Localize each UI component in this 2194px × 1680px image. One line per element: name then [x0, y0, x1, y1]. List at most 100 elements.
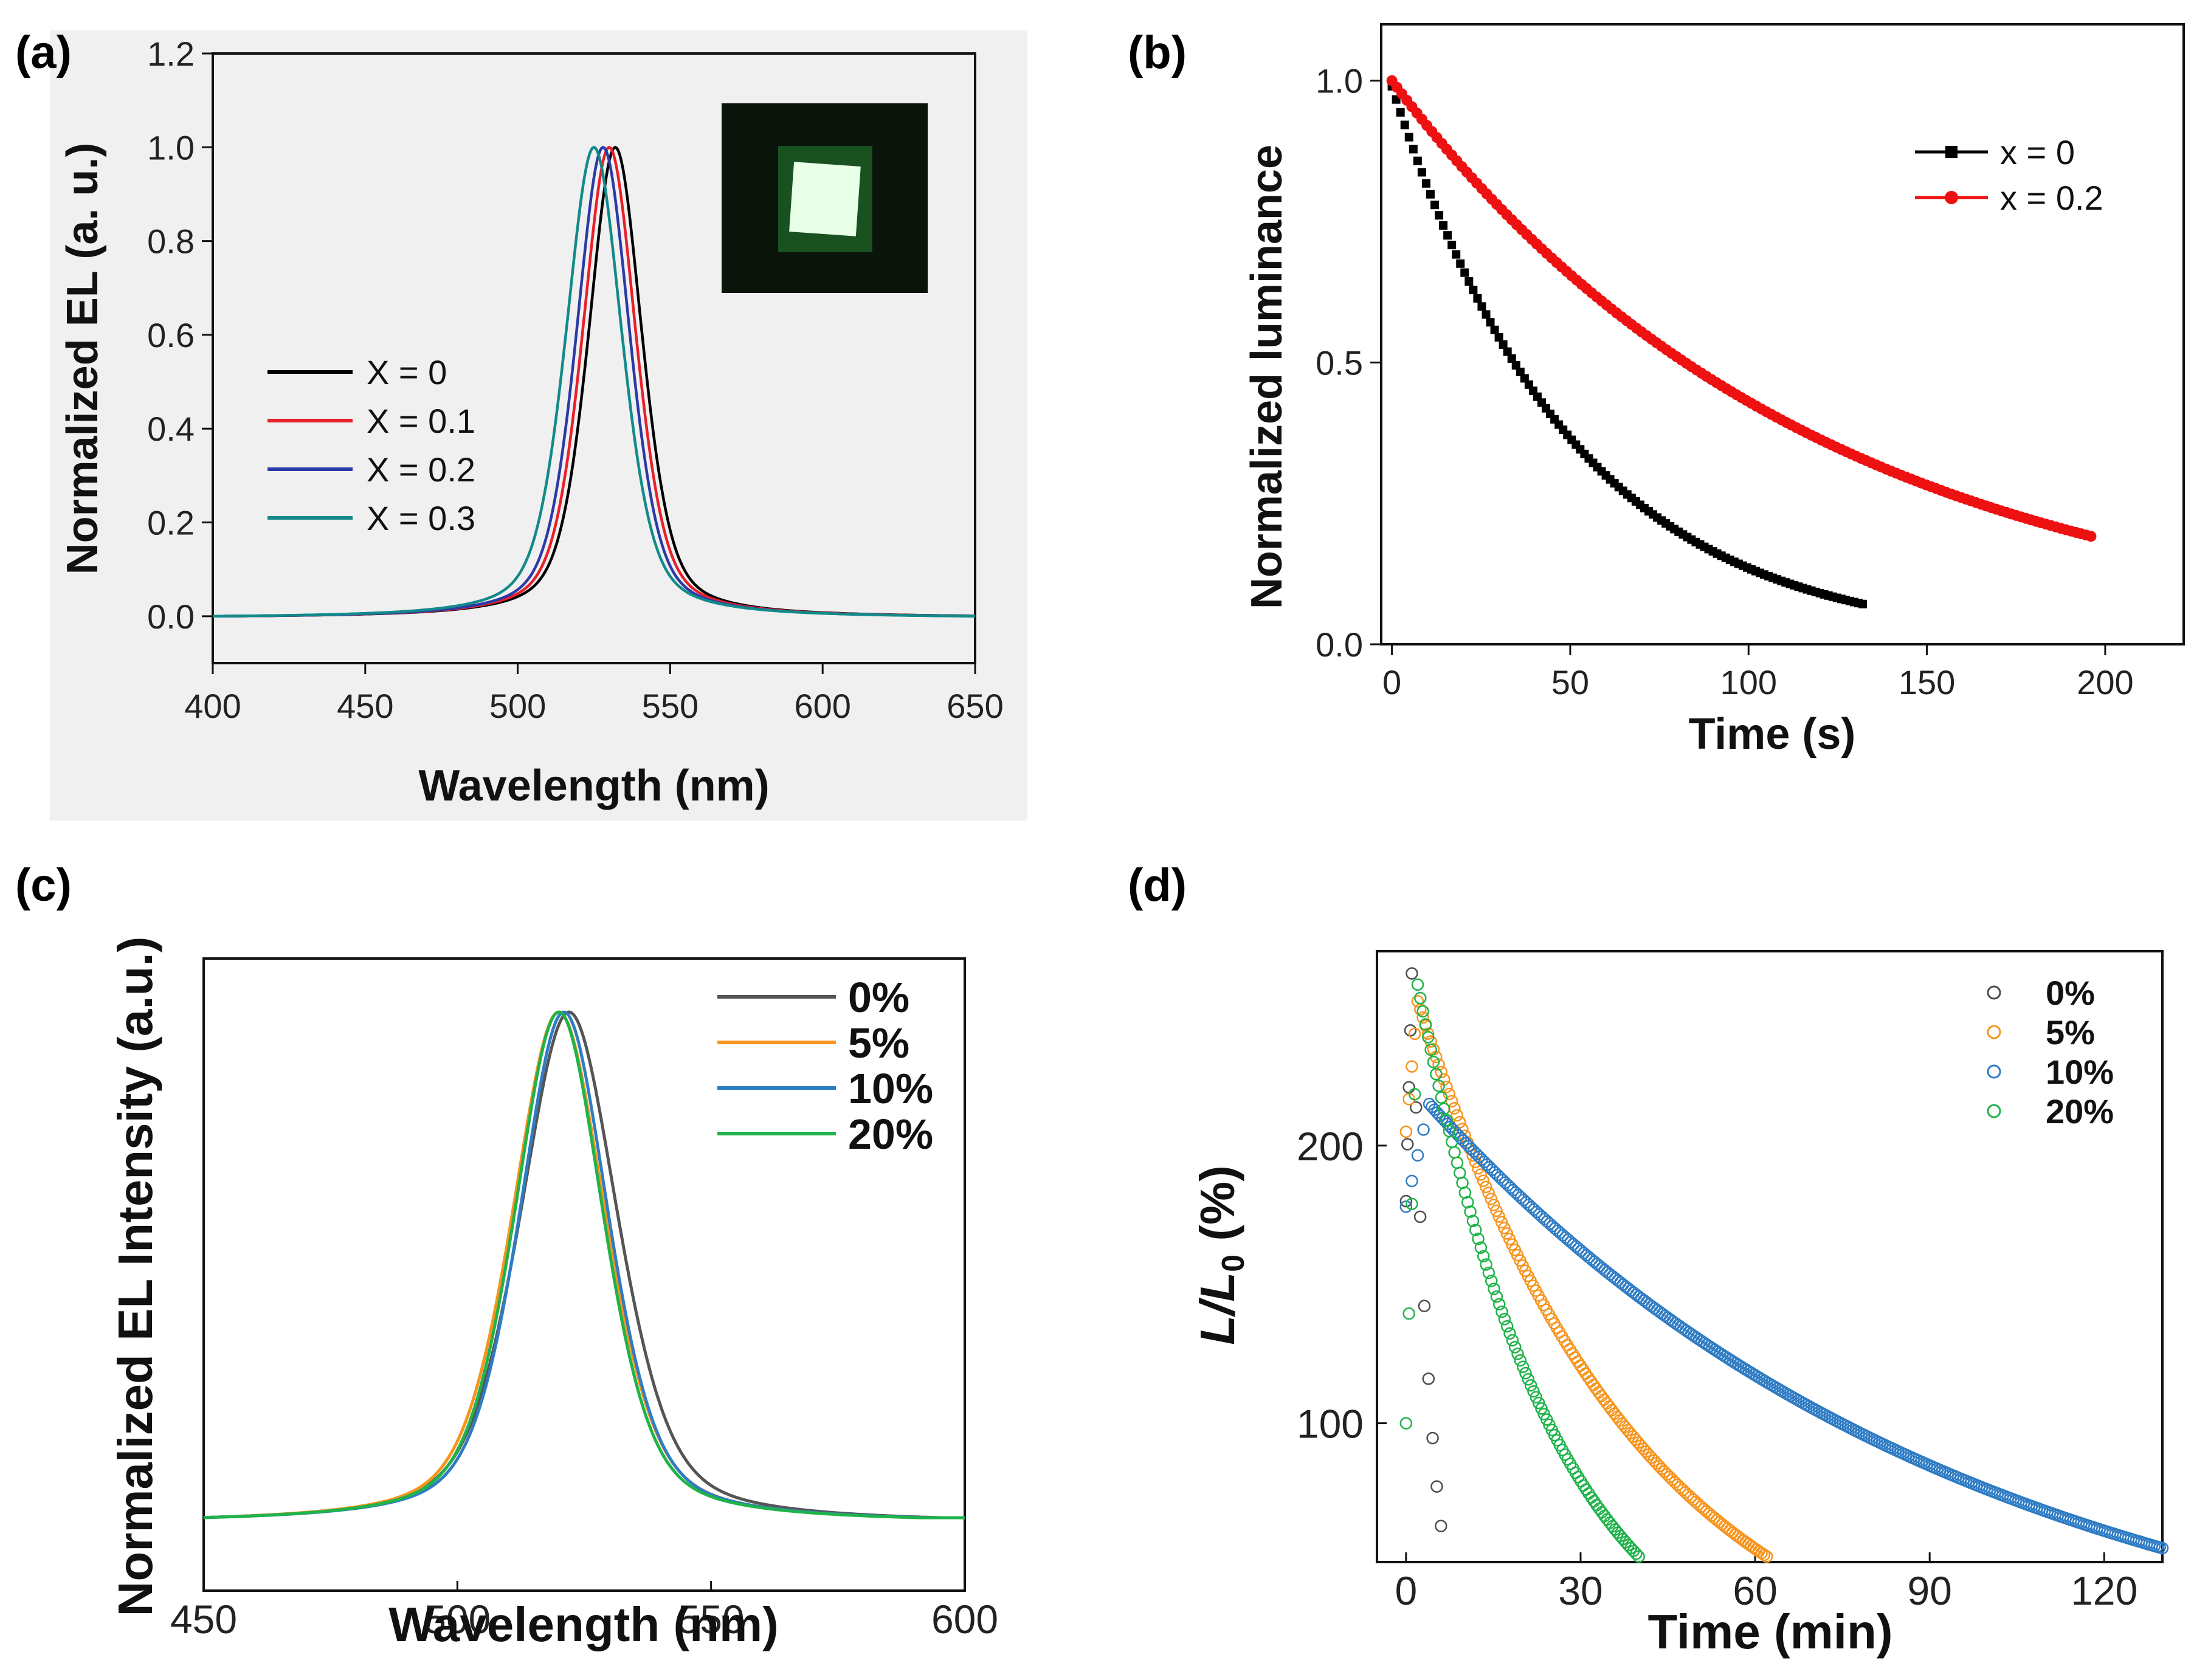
- data-point-1: [1487, 1199, 1500, 1211]
- data-point-3: [1438, 1103, 1451, 1115]
- data-point-0: [1430, 201, 1439, 210]
- data-point-3: [1593, 1502, 1606, 1515]
- panel-c-label: (c): [15, 859, 72, 911]
- data-point-0: [1410, 1101, 1423, 1114]
- legend-marker-1: [1987, 1025, 2001, 1039]
- data-point-3: [1488, 1282, 1500, 1295]
- data-point-3: [1446, 1135, 1458, 1148]
- data-point-0: [1421, 179, 1430, 188]
- legend-label-2: X = 0.2: [367, 450, 475, 489]
- data-point-3: [1422, 1031, 1435, 1044]
- data-point-1: [1408, 1027, 1421, 1041]
- data-point-1: [1490, 1204, 1503, 1217]
- data-point-2: [2156, 1541, 2169, 1555]
- data-point-0: [1486, 318, 1495, 327]
- y-tick-label: 1.2: [147, 35, 195, 73]
- y-tick-label: 0.5: [1316, 343, 1363, 382]
- data-point-3: [1514, 1354, 1527, 1367]
- data-point-0: [1452, 250, 1461, 259]
- chart-d-ticks: 0 30 60 90 120 100 200: [1297, 1124, 2137, 1613]
- data-point-0: [1406, 967, 1418, 980]
- chart-d-ylabel-text: L/L0 (%): [1190, 1165, 1251, 1345]
- data-point-0: [1473, 294, 1482, 303]
- data-point-3: [1498, 1312, 1511, 1326]
- y-tick-label: 1.0: [1316, 62, 1363, 100]
- data-point-0: [1460, 268, 1469, 277]
- chart-c: 450 500 550 600 0%5%10%20% Normalized EL In…: [108, 937, 998, 1651]
- chart-c-lines: [203, 1010, 965, 1520]
- chart-c-legend: 0%5%10%20%: [717, 974, 933, 1158]
- data-point-1: [1479, 1180, 1492, 1194]
- data-point-3: [1466, 1214, 1480, 1227]
- data-point-3: [1485, 1275, 1498, 1287]
- chart-d-ylabel-unit: (%): [1190, 1165, 1244, 1255]
- x-tick-label: 550: [642, 687, 699, 725]
- y-tick-label: 1.0: [147, 128, 195, 167]
- y-tick-label: 0.0: [1316, 625, 1363, 664]
- data-point-1: [1451, 1109, 1464, 1122]
- data-point-1: [1411, 994, 1424, 1008]
- data-point-3: [1451, 1156, 1464, 1169]
- x-tick-label: 450: [170, 1597, 237, 1642]
- data-point-3: [1408, 1088, 1421, 1101]
- chart-d-frame: [1376, 950, 2164, 1563]
- inset-photo: [722, 103, 928, 293]
- data-point-2: [1399, 1200, 1413, 1213]
- data-point-3: [1406, 1197, 1418, 1210]
- data-point-2: [1411, 1149, 1424, 1162]
- data-point-1: [1435, 1065, 1448, 1079]
- data-point-0: [1399, 1194, 1413, 1208]
- x-tick-label: 450: [337, 687, 393, 725]
- legend-label-2: 10%: [2046, 1053, 2114, 1091]
- chart-c-frame: [202, 957, 966, 1592]
- chart-b-points: [1386, 75, 2097, 608]
- data-point-0: [1490, 325, 1499, 334]
- x-tick-label: 0: [1382, 663, 1401, 701]
- data-point-0: [1426, 190, 1435, 199]
- legend-label-0: x = 0: [2000, 133, 2075, 171]
- data-point-0: [1409, 145, 1418, 154]
- chart-c-ylabel-text: Normalized EL Intensity (a.u.): [108, 937, 162, 1617]
- chart-b: 0 50 100 150 200 0.0 0.5 1.0 x = 0 x = 0.2 Norma…: [1243, 23, 2185, 759]
- x-tick-label: 100: [1720, 663, 1777, 701]
- chart-d-legend: 0%5%10%20%: [1987, 974, 2114, 1131]
- legend-marker-2: [1987, 1064, 2001, 1079]
- data-point-2: [1406, 1174, 1418, 1188]
- data-point-0: [1417, 168, 1426, 177]
- data-point-1: [1587, 1379, 1600, 1391]
- legend-label-3: X = 0.3: [367, 499, 475, 537]
- data-point-0: [1413, 1210, 1427, 1224]
- data-point-0: [1507, 354, 1516, 363]
- legend-label-1: x = 0.2: [2000, 179, 2103, 217]
- chart-a-ticks: 400 450 500 550 600 650 0.0 0.2 0.4 0.6 0.8 1.0 1.2: [147, 35, 1004, 725]
- data-point-3: [1480, 1258, 1492, 1271]
- data-point-3: [1402, 1307, 1415, 1320]
- data-point-0: [1503, 347, 1512, 356]
- panel-d-label: (d): [1128, 859, 1187, 911]
- data-point-0: [1430, 1480, 1443, 1493]
- chart-d-points: [1399, 967, 2169, 1563]
- data-point-1: [1495, 1216, 1508, 1229]
- data-point-3: [1464, 1205, 1477, 1218]
- data-point-3: [1516, 1360, 1530, 1373]
- legend-label-1: X = 0.1: [367, 402, 475, 440]
- data-point-3: [1432, 1079, 1445, 1092]
- x-tick-label: 500: [489, 687, 546, 725]
- legend-label-2: 10%: [848, 1065, 933, 1112]
- chart-c-ylabel: Normalized EL Intensity (a.u.): [108, 937, 162, 1617]
- data-point-3: [1630, 1547, 1643, 1560]
- data-point-1: [1416, 1011, 1429, 1024]
- data-point-1: [1592, 1386, 1606, 1399]
- data-point-3: [1503, 1327, 1516, 1340]
- data-point-3: [1532, 1396, 1545, 1410]
- data-point-0: [1464, 277, 1474, 286]
- data-point-3: [1519, 1366, 1532, 1380]
- x-tick-label: 60: [1733, 1568, 1777, 1613]
- legend-marker-1: [1945, 191, 1958, 204]
- x-tick-label: 50: [1551, 663, 1589, 701]
- data-point-3: [1511, 1348, 1524, 1360]
- data-point-1: [1582, 1371, 1595, 1384]
- legend-label-3: 20%: [2046, 1092, 2114, 1131]
- data-point-0: [1400, 120, 1409, 129]
- data-point-0: [1447, 241, 1457, 250]
